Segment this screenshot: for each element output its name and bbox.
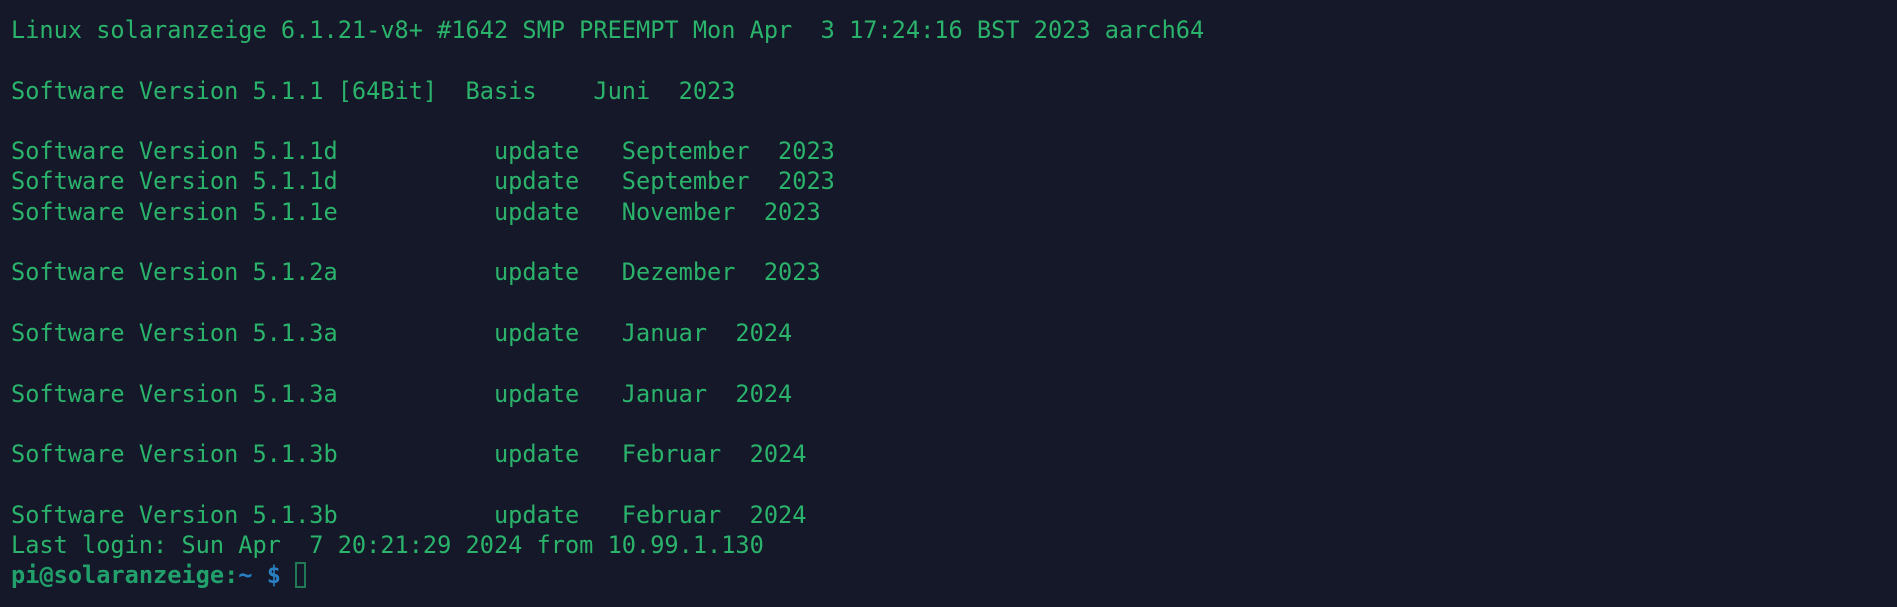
cursor-block: [295, 562, 307, 589]
terminal-output[interactable]: Linux solaranzeige 6.1.21-v8+ #1642 SMP …: [11, 15, 1204, 591]
terminal-line: [11, 348, 1204, 378]
terminal-line: Software Version 5.1.3b update Februar 2…: [11, 440, 807, 469]
terminal-line: Software Version 5.1.1e update November …: [11, 197, 821, 226]
prompt-user-host: pi@solaranzeige:: [11, 561, 239, 590]
terminal-line: Software Version 5.1.1d update September…: [11, 167, 835, 196]
terminal-line: [11, 469, 1204, 499]
prompt-path: ~ $: [238, 561, 281, 590]
terminal-line: Software Version 5.1.1d update September…: [11, 137, 835, 166]
terminal-line: Linux solaranzeige 6.1.21-v8+ #1642 SMP …: [11, 16, 1205, 44]
terminal-line: [11, 409, 1204, 439]
terminal-line: Last login: Sun Apr 7 20:21:29 2024 from…: [11, 531, 764, 560]
terminal-line: Software Version 5.1.3b update Februar 2…: [11, 500, 807, 529]
terminal-line: [11, 288, 1204, 318]
terminal-line: Software Version 5.1.1 [64Bit] Basis Jun…: [11, 76, 736, 105]
terminal-line: [11, 106, 1204, 136]
terminal-line: [11, 227, 1204, 257]
terminal-line: Software Version 5.1.3a update Januar 20…: [11, 379, 793, 408]
terminal-line: Software Version 5.1.2a update Dezember …: [11, 258, 821, 287]
terminal-line: Software Version 5.1.3a update Januar 20…: [11, 318, 793, 347]
prompt-line[interactable]: pi@solaranzeige:~ $: [11, 560, 1204, 590]
terminal-line: [11, 45, 1204, 75]
